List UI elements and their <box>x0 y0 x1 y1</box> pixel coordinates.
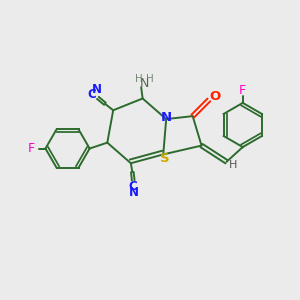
Text: H: H <box>135 74 143 84</box>
Text: N: N <box>129 186 139 199</box>
Text: F: F <box>239 84 246 97</box>
Text: O: O <box>210 90 221 103</box>
Text: F: F <box>28 142 35 155</box>
Text: N: N <box>160 111 172 124</box>
Text: N: N <box>92 83 102 96</box>
Text: H: H <box>229 160 237 170</box>
Text: H: H <box>146 74 153 84</box>
Text: C: C <box>87 88 96 101</box>
Text: C: C <box>129 180 138 193</box>
Text: S: S <box>160 152 169 165</box>
Text: N: N <box>140 77 149 90</box>
